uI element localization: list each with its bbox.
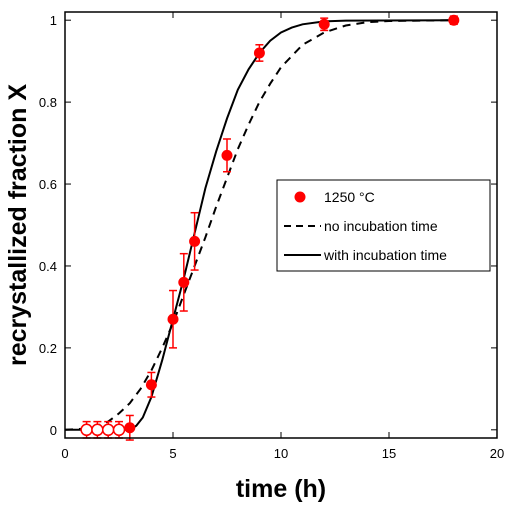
data-point xyxy=(167,313,179,325)
data-point xyxy=(253,47,265,59)
y-tick-label: 0 xyxy=(50,423,57,438)
legend-label-no-incubation: no incubation time xyxy=(324,218,438,234)
y-tick-label: 1 xyxy=(50,13,57,28)
data-point xyxy=(145,379,157,391)
data-point xyxy=(221,149,233,161)
data-point xyxy=(448,14,460,26)
legend: 1250 °C no incubation time with incubati… xyxy=(276,179,491,272)
markers-layer xyxy=(80,14,460,441)
data-point xyxy=(189,235,201,247)
series-no-incubation-line xyxy=(64,19,454,431)
y-tick-label: 0.6 xyxy=(39,177,57,192)
open-data-point xyxy=(112,423,126,437)
y-tick-label: 0.8 xyxy=(39,95,57,110)
data-point xyxy=(318,18,330,30)
curves-layer xyxy=(64,19,454,431)
data-point xyxy=(178,276,190,288)
series-with-incubation-line xyxy=(65,19,454,431)
y-axis-title: recrystallized fraction X xyxy=(4,84,32,366)
x-tick-label: 20 xyxy=(490,446,504,461)
legend-label-1250: 1250 °C xyxy=(324,189,375,205)
open-data-point xyxy=(91,423,104,437)
open-data-point xyxy=(101,423,115,437)
x-tick-label: 10 xyxy=(274,446,288,461)
x-tick-label: 0 xyxy=(61,446,68,461)
legend-marker-1250 xyxy=(294,191,306,203)
data-point xyxy=(124,422,136,434)
open-data-point xyxy=(80,423,93,437)
y-tick-label: 0.4 xyxy=(39,259,57,274)
x-axis-title: time (h) xyxy=(236,475,326,503)
x-tick-label: 15 xyxy=(382,446,396,461)
ticks-layer: 0 5 10 15 20 0 0.2 0.4 0.6 0.8 1 xyxy=(39,12,504,461)
legend-label-with-incubation: with incubation time xyxy=(323,247,447,263)
x-tick-label: 5 xyxy=(169,446,176,461)
y-tick-label: 0.2 xyxy=(39,341,57,356)
